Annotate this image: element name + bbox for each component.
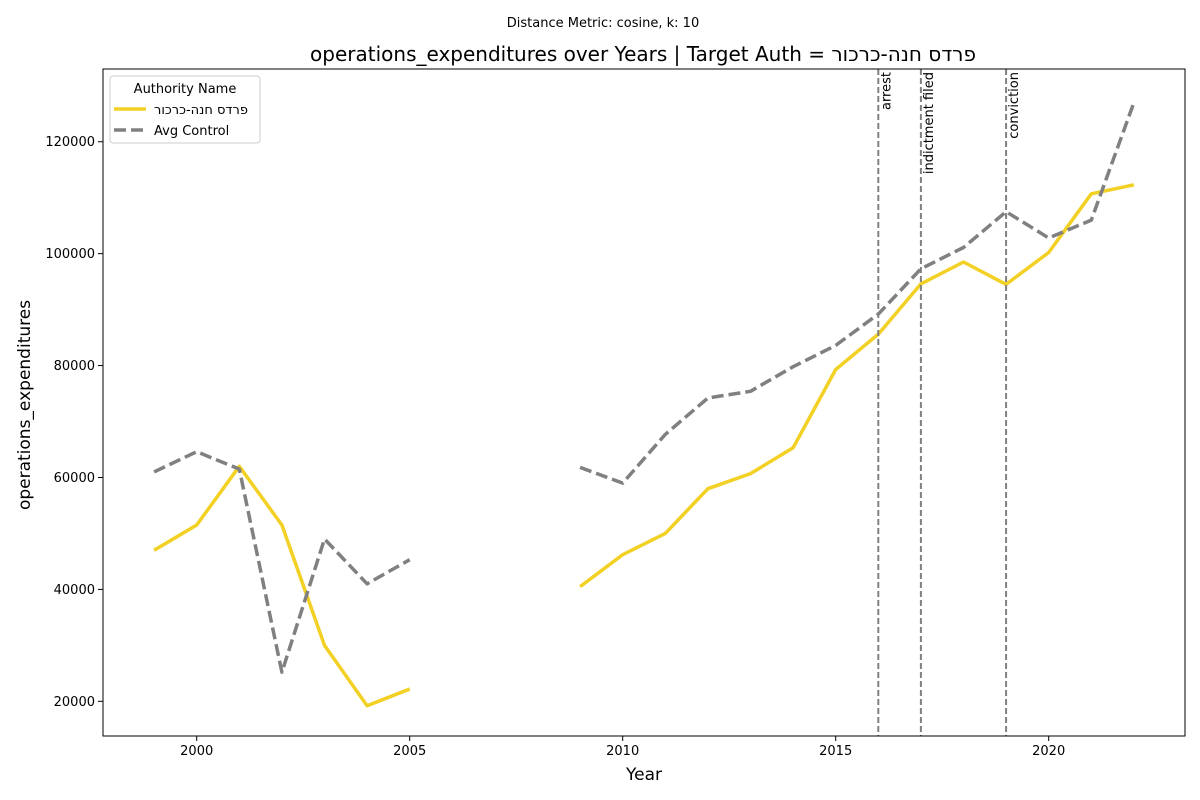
y-tick-label: 40000 xyxy=(54,583,95,598)
x-axis-label: Year xyxy=(625,765,662,785)
plot-frame xyxy=(102,68,1186,737)
y-tick-label: 60000 xyxy=(54,471,95,486)
x-axis: 2000 2005 2010 2015 2020 xyxy=(180,736,1065,759)
x-tick-label: 2020 xyxy=(1032,744,1065,759)
event-label-0: arrest xyxy=(879,72,894,110)
x-tick-label: 2000 xyxy=(180,744,213,759)
legend-label-target: פרדס חנה-כרכור xyxy=(154,103,248,118)
legend-frame xyxy=(109,75,261,144)
y-axis: 20000 40000 60000 80000 100000 120000 xyxy=(45,135,103,710)
x-tick-label: 2010 xyxy=(606,744,639,759)
y-tick-label: 120000 xyxy=(45,135,95,150)
legend: Authority Name פרדס חנה-כרכור Avg Contro… xyxy=(109,75,261,144)
y-axis-label: operations_expenditures xyxy=(15,300,35,510)
x-tick-label: 2015 xyxy=(819,744,852,759)
series-line-1 xyxy=(153,102,1136,674)
chart-suptitle: Distance Metric: cosine, k: 10 xyxy=(507,16,699,31)
x-tick-label: 2005 xyxy=(393,744,426,759)
series-line-0 xyxy=(153,183,1135,708)
legend-title: Authority Name xyxy=(134,82,237,97)
event-label-1: indictment filed xyxy=(922,72,937,174)
legend-label-control: Avg Control xyxy=(154,124,229,139)
plot-area: arrest indictment filed conviction xyxy=(153,69,1136,736)
chart-title: operations_expenditures over Years | Tar… xyxy=(310,42,976,66)
y-tick-label: 100000 xyxy=(45,247,95,262)
y-tick-label: 80000 xyxy=(54,359,95,374)
event-label-2: conviction xyxy=(1007,72,1022,139)
y-tick-label: 20000 xyxy=(54,695,95,710)
